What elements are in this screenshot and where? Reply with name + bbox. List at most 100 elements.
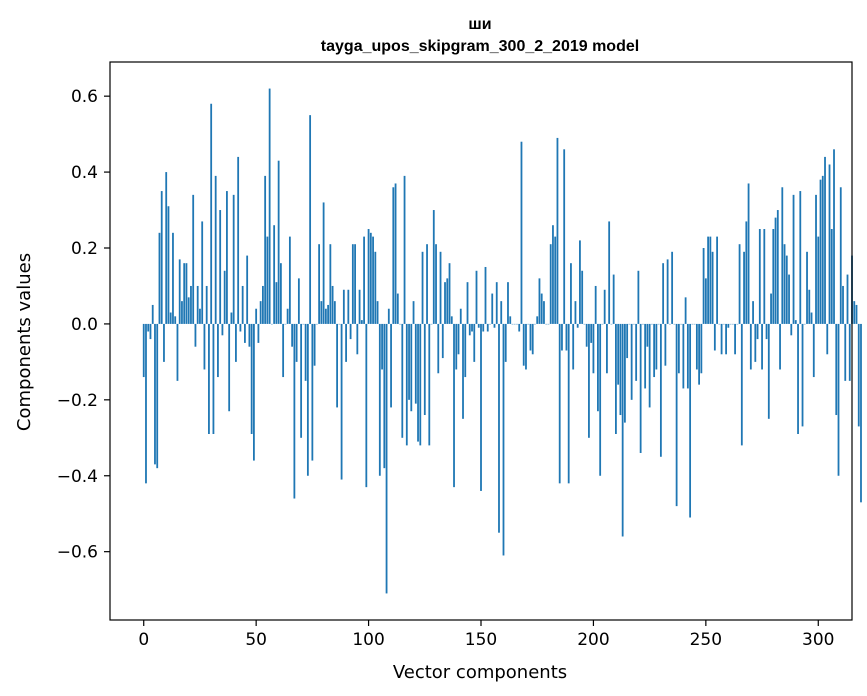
- bar: [709, 236, 712, 324]
- bar: [848, 323, 851, 381]
- bar: [468, 323, 471, 336]
- bar: [232, 194, 235, 324]
- bar: [540, 293, 543, 324]
- bar: [405, 323, 408, 446]
- bar: [646, 323, 649, 347]
- bar: [356, 323, 359, 355]
- bar: [387, 308, 390, 324]
- bar: [457, 323, 460, 355]
- bar: [853, 301, 856, 324]
- bar: [711, 251, 714, 324]
- bar: [230, 312, 233, 324]
- bar: [561, 323, 563, 351]
- bar: [390, 323, 392, 408]
- bar: [563, 149, 566, 324]
- bar: [695, 323, 698, 370]
- bar: [212, 323, 215, 434]
- bar: [716, 236, 718, 324]
- bar: [190, 285, 192, 324]
- bar: [300, 323, 303, 438]
- bar: [309, 115, 312, 324]
- bar: [635, 323, 638, 381]
- bar: [684, 297, 687, 324]
- bar: [844, 323, 847, 381]
- bar: [421, 251, 424, 324]
- bar: [282, 323, 285, 378]
- bar: [293, 323, 296, 499]
- bar: [446, 278, 449, 324]
- bar: [810, 312, 813, 324]
- x-tick-label: 200: [577, 630, 609, 650]
- bar: [331, 285, 334, 324]
- bar: [435, 244, 437, 324]
- bar: [428, 323, 431, 446]
- bar: [266, 236, 269, 324]
- y-axis-label: Components values: [14, 253, 35, 431]
- bar: [201, 221, 204, 324]
- bar: [785, 255, 788, 324]
- bar: [223, 270, 226, 324]
- bar: [187, 297, 190, 324]
- bar: [403, 175, 406, 324]
- bar: [257, 323, 260, 343]
- bar: [846, 274, 849, 324]
- bar: [707, 236, 709, 324]
- bar: [277, 160, 280, 324]
- bar: [745, 221, 748, 324]
- bar: [565, 323, 568, 351]
- bar: [525, 323, 527, 370]
- bar: [376, 301, 379, 324]
- bar: [466, 282, 469, 324]
- bar: [493, 323, 496, 328]
- bar: [552, 225, 554, 324]
- bar: [149, 323, 152, 340]
- bar: [704, 278, 707, 324]
- bar: [396, 293, 399, 324]
- bar: [165, 172, 168, 324]
- bar: [781, 187, 784, 324]
- bar: [383, 323, 386, 469]
- bar: [806, 251, 808, 324]
- bar: [322, 202, 325, 324]
- chart-title: ши: [468, 16, 491, 33]
- bar: [486, 323, 489, 332]
- bar: [342, 289, 345, 324]
- bar: [522, 323, 525, 366]
- bar: [619, 323, 622, 416]
- bar: [725, 323, 727, 355]
- y-tick-label: −0.2: [57, 391, 98, 411]
- bar: [579, 240, 581, 324]
- bar: [556, 137, 559, 324]
- bar: [617, 323, 620, 385]
- bar: [306, 323, 309, 476]
- bar: [156, 323, 159, 469]
- bar: [682, 323, 685, 389]
- bar: [783, 244, 786, 324]
- bar: [666, 259, 669, 324]
- bar: [167, 206, 170, 324]
- bar: [327, 304, 329, 324]
- bar: [612, 274, 615, 324]
- bar: [412, 301, 415, 324]
- bar: [765, 323, 768, 340]
- bar: [653, 323, 656, 378]
- bar: [819, 179, 822, 324]
- bar: [529, 323, 532, 351]
- bar: [194, 323, 197, 347]
- bar: [576, 323, 579, 328]
- bar: [291, 323, 294, 347]
- bar: [181, 301, 183, 324]
- bar: [671, 251, 674, 324]
- bar: [662, 263, 665, 324]
- bar: [142, 323, 145, 378]
- x-tick-label: 100: [352, 630, 384, 650]
- bar: [480, 323, 482, 491]
- bar: [324, 308, 327, 324]
- bar: [340, 323, 343, 480]
- bar: [244, 323, 246, 343]
- bar: [498, 323, 500, 533]
- bar: [453, 323, 455, 488]
- x-tick-label: 250: [690, 630, 722, 650]
- bar: [572, 323, 575, 370]
- y-tick-label: 0.2: [71, 239, 98, 259]
